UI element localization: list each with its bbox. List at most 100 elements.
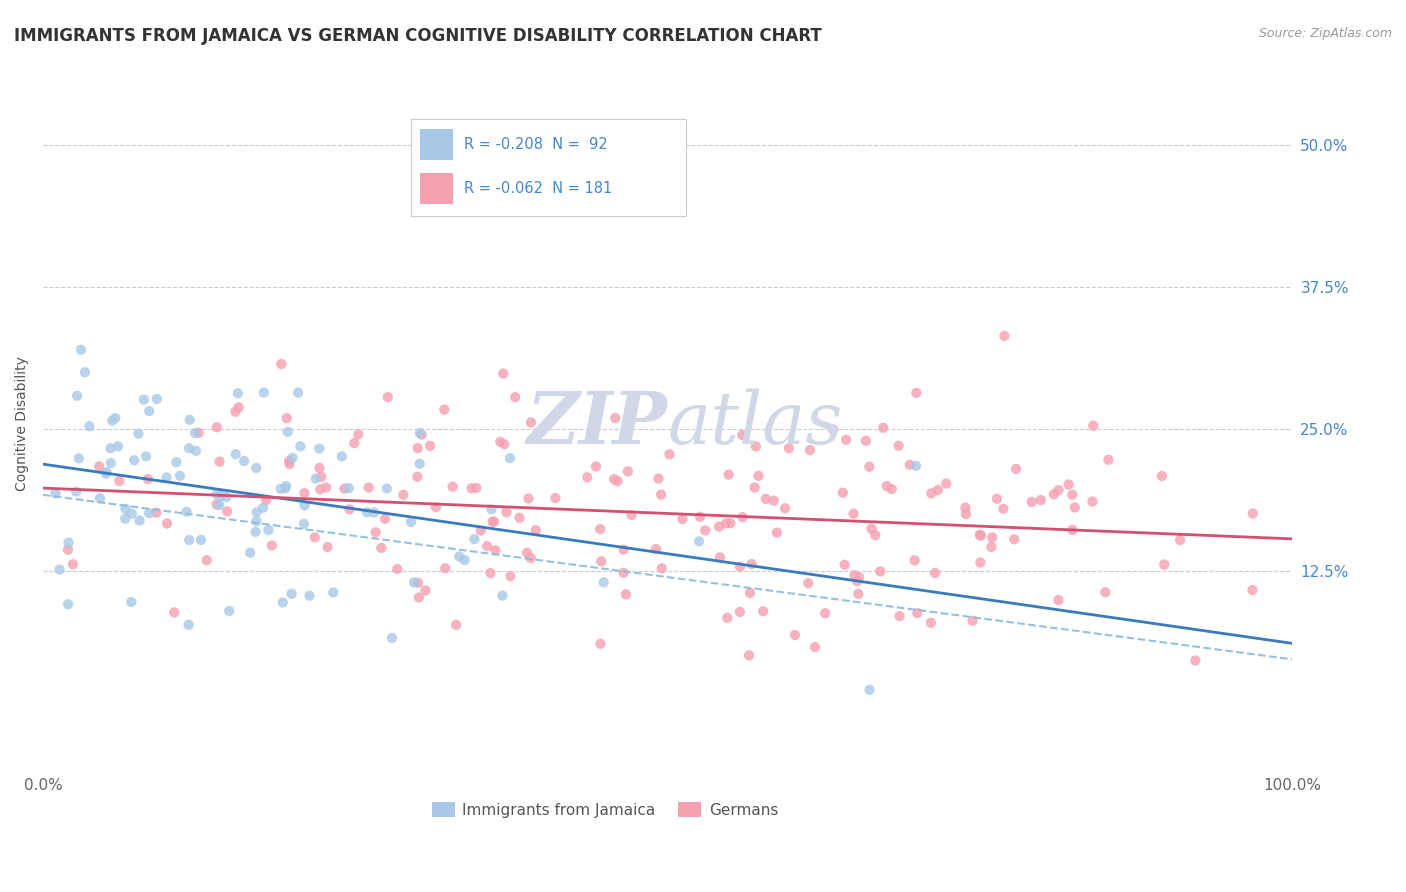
Point [363,506,385,520]
Point [499,569,522,583]
Point [245,514,267,528]
Point [415,583,437,598]
Point [503,390,526,404]
Point [271,595,294,609]
Point [1241,507,1264,521]
Point [927,483,949,497]
Point [309,483,332,497]
Point [1043,487,1066,501]
Point [842,507,865,521]
Point [1005,462,1028,476]
Point [576,470,599,484]
Point [287,385,309,400]
Point [1063,500,1085,515]
Point [145,506,167,520]
Point [717,467,740,482]
Point [858,459,880,474]
Point [406,469,429,483]
Point [614,587,637,601]
Point [402,575,425,590]
Point [381,631,404,645]
Point [406,442,429,456]
Point [606,474,628,488]
Point [479,502,502,516]
Point [585,459,607,474]
Point [880,482,903,496]
Point [169,468,191,483]
Point [392,488,415,502]
Point [441,480,464,494]
Point [228,401,250,415]
Point [955,507,977,521]
Point [121,507,143,521]
Point [146,392,169,406]
Point [308,461,330,475]
Text: IMMIGRANTS FROM JAMAICA VS GERMAN COGNITIVE DISABILITY CORRELATION CHART: IMMIGRANTS FROM JAMAICA VS GERMAN COGNIT… [14,27,823,45]
Point [48,563,70,577]
Point [233,454,256,468]
Point [252,500,274,515]
Point [591,554,613,568]
Point [274,479,297,493]
Point [245,524,267,539]
Point [1021,495,1043,509]
Point [620,508,643,522]
Point [846,587,869,601]
Point [970,528,993,542]
Point [980,540,1002,554]
Point [453,553,475,567]
Point [114,511,136,525]
Point [752,604,775,618]
Point [650,487,672,501]
Point [904,458,927,473]
Point [375,482,398,496]
Point [226,386,249,401]
Point [898,458,921,472]
Point [741,557,763,571]
Point [905,606,928,620]
Point [370,541,392,555]
Point [101,414,124,428]
Point [858,682,880,697]
Point [208,455,231,469]
Point [434,561,457,575]
Point [520,416,543,430]
Point [135,450,157,464]
Point [603,472,626,486]
Point [274,481,297,495]
Point [986,491,1008,506]
Point [377,390,399,404]
Point [865,528,887,542]
Point [56,542,79,557]
Point [831,485,853,500]
Point [834,558,856,572]
Legend: Immigrants from Jamaica, Germans: Immigrants from Jamaica, Germans [426,796,785,824]
Point [470,524,492,538]
Point [66,389,89,403]
Point [745,440,768,454]
Point [65,484,87,499]
Point [814,606,837,620]
Point [855,434,877,448]
Point [239,546,262,560]
Point [647,472,669,486]
Point [848,570,870,584]
Point [482,515,505,529]
Point [1062,488,1084,502]
Point [356,505,378,519]
Point [100,456,122,470]
Point [187,425,209,440]
Point [981,530,1004,544]
Point [79,419,101,434]
Point [177,617,200,632]
Point [406,575,429,590]
Point [617,464,640,478]
Point [1083,418,1105,433]
Point [138,404,160,418]
Point [492,367,515,381]
Point [179,413,201,427]
Point [205,497,228,511]
Point [589,637,612,651]
Point [208,498,231,512]
Point [114,501,136,516]
